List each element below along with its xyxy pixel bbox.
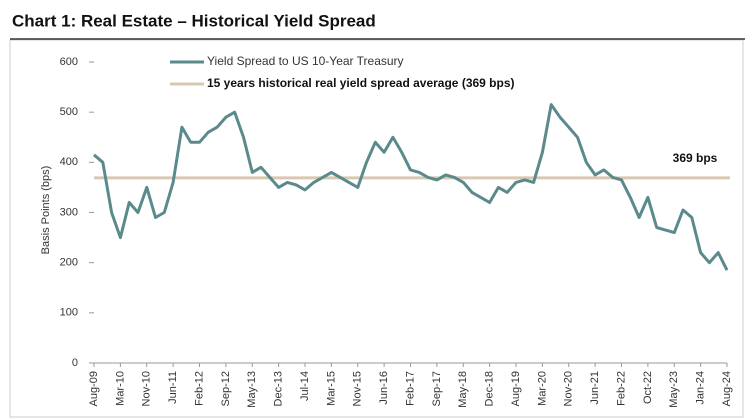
- x-tick-label: May-23: [668, 371, 680, 408]
- x-tick-label: Jun-16: [378, 371, 390, 405]
- x-tick-label: Jul-14: [299, 371, 311, 401]
- x-tick-label: Aug-24: [721, 371, 733, 406]
- x-tick-label: Sep-17: [431, 371, 443, 406]
- x-tick-label: Jan-24: [695, 371, 707, 405]
- y-tick-label: 400: [60, 156, 78, 168]
- x-tick-label: Feb-17: [404, 371, 416, 406]
- x-tick-label: May-13: [246, 371, 258, 408]
- x-tick-label: Oct-22: [642, 371, 654, 404]
- series-line: [93, 103, 729, 271]
- x-tick-label: Aug-19: [510, 371, 522, 406]
- x-tick-label: May-18: [457, 371, 469, 408]
- x-tick-label: Aug-09: [88, 371, 100, 406]
- x-tick-label: Mar-10: [114, 371, 126, 406]
- x-tick-label: Jun-21: [589, 371, 601, 405]
- y-tick-label: 0: [72, 357, 78, 369]
- x-tick-label: Mar-20: [536, 371, 548, 406]
- x-tick-label: Nov-15: [352, 371, 364, 406]
- chart-frame: [9, 39, 744, 418]
- y-tick-label: 300: [60, 206, 78, 218]
- y-axis-label: Basis Points (bps): [40, 166, 52, 255]
- y-tick-label: 100: [60, 307, 78, 319]
- average-label: 369 bps: [673, 151, 718, 165]
- x-tick-label: Mar-15: [325, 371, 337, 406]
- legend-label: 15 years historical real yield spread av…: [207, 76, 515, 90]
- x-tick-label: Nov-10: [141, 371, 153, 406]
- x-tick-label: Feb-22: [615, 371, 627, 406]
- y-tick-label: 600: [60, 56, 78, 68]
- chart-title: Chart 1: Real Estate – Historical Yield …: [12, 11, 376, 30]
- x-tick-label: Dec-13: [273, 371, 285, 406]
- y-tick-label: 200: [60, 257, 78, 269]
- x-tick-label: Dec-18: [484, 371, 496, 406]
- x-tick-label: Nov-20: [563, 371, 575, 406]
- x-tick-label: Sep-12: [220, 371, 232, 406]
- y-tick-label: 500: [60, 106, 78, 118]
- legend-label: Yield Spread to US 10-Year Treasury: [207, 54, 404, 68]
- x-tick-label: Feb-12: [193, 371, 205, 406]
- x-tick-label: Jun-11: [167, 371, 179, 404]
